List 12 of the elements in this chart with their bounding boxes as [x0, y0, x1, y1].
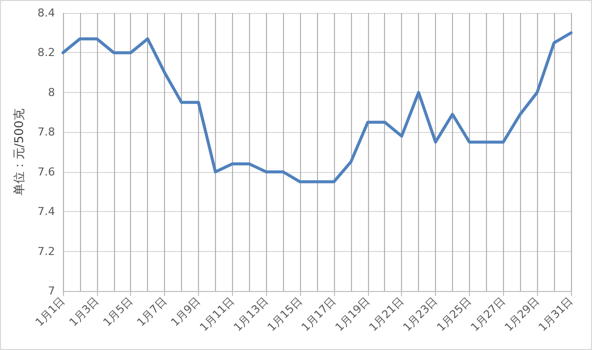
- y-tick-label: 7.2: [38, 244, 55, 258]
- x-tick-label: 1月5日: [100, 294, 136, 330]
- y-tick-label: 8: [48, 86, 55, 99]
- y-tick-label: 8.4: [38, 6, 55, 20]
- line-series: [62, 31, 572, 184]
- x-tick-label: 1月7日: [134, 294, 170, 330]
- y-tick-label: 7.4: [38, 205, 55, 218]
- y-tick-label: 7.8: [38, 126, 55, 139]
- y-axis-title: 单位：元/500克: [12, 108, 26, 196]
- y-tick-label: 8.2: [38, 46, 55, 60]
- y-tick-label: 7.6: [38, 165, 55, 178]
- x-tick-label: 1月3日: [66, 294, 102, 330]
